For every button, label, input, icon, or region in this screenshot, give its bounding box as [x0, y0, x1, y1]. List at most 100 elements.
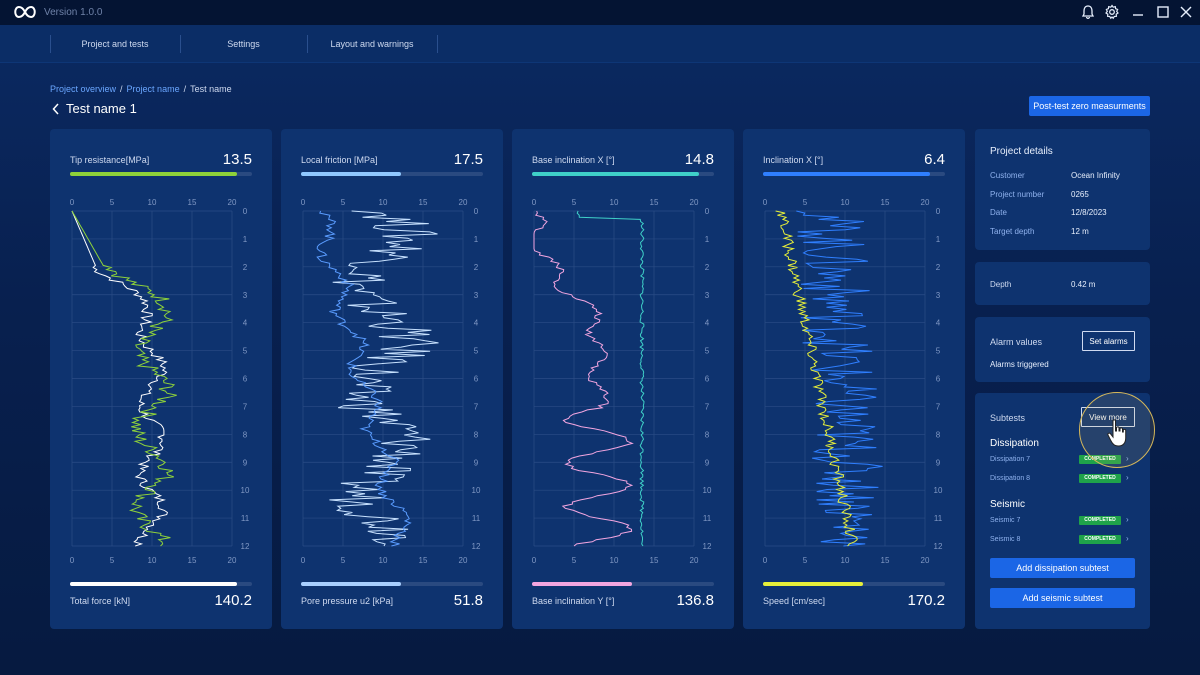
- card-bottom-label: Base inclination Y [°]: [532, 596, 615, 606]
- y-tick: 0: [474, 207, 479, 216]
- y-tick: 12: [472, 542, 481, 551]
- x-tick-bottom: 15: [188, 556, 197, 565]
- bottom-progress-fill: [301, 582, 401, 586]
- back-button[interactable]: Test name 1: [52, 101, 137, 116]
- x-tick-top: 10: [841, 198, 850, 207]
- y-tick: 9: [243, 458, 248, 467]
- chevron-left-icon: [52, 102, 59, 115]
- y-tick: 2: [705, 263, 710, 272]
- seismic-7-link[interactable]: Seismic 7: [990, 517, 1021, 524]
- tip-resistance-card: Tip resistance[MPa] 13.5 0 0 5 5 10 10 15 15 20 2…: [50, 129, 272, 629]
- card-bottom-value: 140.2: [214, 592, 252, 609]
- x-tick-top: 10: [148, 198, 157, 207]
- x-tick-top: 5: [803, 198, 808, 207]
- card-bottom-value: 170.2: [907, 592, 945, 609]
- dissipation-7-link[interactable]: Dissipation 7: [990, 456, 1031, 463]
- breadcrumb-project-overview[interactable]: Project overview: [50, 84, 117, 94]
- dissipation-8-link[interactable]: Dissipation 8: [990, 475, 1031, 482]
- gear-icon[interactable]: [1104, 4, 1120, 20]
- breadcrumb-project-name[interactable]: Project name: [126, 84, 180, 94]
- x-tick-top: 15: [188, 198, 197, 207]
- set-alarms-button[interactable]: Set alarms: [1082, 331, 1135, 351]
- x-tick-bottom: 5: [110, 556, 115, 565]
- y-tick: 6: [243, 375, 248, 384]
- y-tick: 7: [705, 402, 710, 411]
- bottom-progress-track: [763, 582, 945, 586]
- y-tick: 2: [936, 263, 941, 272]
- y-tick: 4: [936, 319, 941, 328]
- top-progress-track: [763, 172, 945, 176]
- depth-value: 0.42 m: [1071, 280, 1096, 289]
- top-progress-fill: [532, 172, 699, 176]
- y-tick: 9: [474, 458, 479, 467]
- alarm-values-title: Alarm values: [990, 337, 1043, 347]
- y-tick: 3: [936, 291, 941, 300]
- x-tick-bottom: 10: [841, 556, 850, 565]
- y-tick: 2: [243, 263, 248, 272]
- y-tick: 1: [705, 235, 710, 244]
- y-tick: 11: [934, 514, 943, 523]
- card-top-label: Inclination X [°]: [763, 155, 824, 165]
- y-tick: 12: [934, 542, 943, 551]
- x-tick-top: 15: [419, 198, 428, 207]
- x-tick-top: 0: [301, 198, 306, 207]
- x-tick-top: 10: [610, 198, 619, 207]
- y-tick: 5: [474, 347, 479, 356]
- nav-layout-and-warnings[interactable]: Layout and warnings: [330, 39, 414, 49]
- top-progress-fill: [763, 172, 930, 176]
- alarms-triggered-status: Alarms triggered: [990, 360, 1049, 369]
- top-progress-fill: [301, 172, 401, 176]
- seismic-8-link[interactable]: Seismic 8: [990, 536, 1021, 543]
- post-test-zero-button[interactable]: Post-test zero measurments: [1029, 96, 1150, 116]
- series-trace-secondary: [71, 210, 168, 547]
- breadcrumb: Project overview / Project name / Test name: [50, 84, 232, 94]
- customer-label: Customer: [990, 171, 1025, 180]
- alarm-panel: Alarm values Set alarms Alarms triggered: [975, 317, 1150, 382]
- y-tick: 6: [936, 375, 941, 384]
- nav-project-and-tests[interactable]: Project and tests: [81, 39, 149, 49]
- chevron-right-icon[interactable]: ›: [1126, 534, 1129, 543]
- series-trace-secondary: [576, 210, 645, 547]
- card-top-value: 6.4: [924, 151, 945, 168]
- y-tick: 4: [243, 319, 248, 328]
- x-tick-top: 0: [763, 198, 768, 207]
- bottom-progress-track: [301, 582, 483, 586]
- chevron-right-icon[interactable]: ›: [1126, 515, 1129, 524]
- infinity-logo-icon: [14, 5, 36, 19]
- date-label: Date: [990, 208, 1007, 217]
- add-dissipation-subtest-button[interactable]: Add dissipation subtest: [990, 558, 1135, 578]
- y-tick: 8: [936, 430, 941, 439]
- depth-panel: Depth 0.42 m: [975, 262, 1150, 305]
- project-details-title: Project details: [990, 146, 1053, 157]
- dissipation-heading: Dissipation: [990, 438, 1039, 449]
- y-tick: 6: [474, 375, 479, 384]
- project-number-value: 0265: [1071, 190, 1089, 199]
- maximize-icon[interactable]: [1155, 4, 1171, 20]
- y-tick: 12: [241, 542, 250, 551]
- series-trace-primary: [775, 210, 858, 547]
- series-trace-primary: [316, 210, 412, 547]
- y-tick: 3: [474, 291, 479, 300]
- y-tick: 3: [243, 291, 248, 300]
- add-seismic-subtest-button[interactable]: Add seismic subtest: [990, 588, 1135, 608]
- x-tick-top: 20: [690, 198, 699, 207]
- series-trace-primary: [533, 210, 634, 547]
- chevron-right-icon[interactable]: ›: [1126, 473, 1129, 482]
- bell-icon[interactable]: [1080, 4, 1096, 20]
- top-progress-track: [70, 172, 252, 176]
- nav-settings[interactable]: Settings: [227, 39, 260, 49]
- page-title: Test name 1: [66, 101, 137, 116]
- series-trace-primary: [71, 210, 177, 547]
- y-tick: 0: [243, 207, 248, 216]
- minimize-icon[interactable]: [1130, 4, 1146, 20]
- y-tick: 10: [703, 486, 712, 495]
- bottom-progress-track: [532, 582, 714, 586]
- app-version: Version 1.0.0: [44, 7, 103, 18]
- y-tick: 10: [241, 486, 250, 495]
- x-tick-top: 20: [228, 198, 237, 207]
- close-icon[interactable]: [1178, 4, 1194, 20]
- y-tick: 0: [705, 207, 710, 216]
- nav-divider: [180, 35, 181, 53]
